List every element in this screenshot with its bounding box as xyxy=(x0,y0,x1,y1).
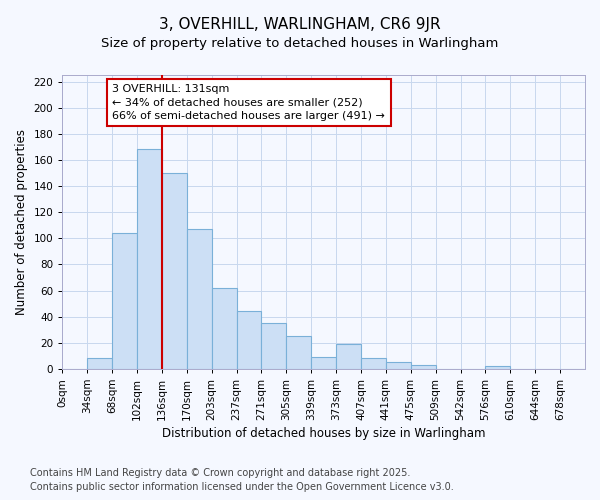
Bar xyxy=(162,173,187,369)
Text: 3, OVERHILL, WARLINGHAM, CR6 9JR: 3, OVERHILL, WARLINGHAM, CR6 9JR xyxy=(159,18,441,32)
X-axis label: Distribution of detached houses by size in Warlingham: Distribution of detached houses by size … xyxy=(162,427,485,440)
Bar xyxy=(411,365,436,369)
Bar xyxy=(361,358,386,369)
Bar xyxy=(386,362,411,369)
Bar xyxy=(187,229,212,369)
Text: 3 OVERHILL: 131sqm
← 34% of detached houses are smaller (252)
66% of semi-detach: 3 OVERHILL: 131sqm ← 34% of detached hou… xyxy=(112,84,385,120)
Bar xyxy=(112,233,137,369)
Bar xyxy=(311,357,336,369)
Bar xyxy=(262,323,286,369)
Text: Contains public sector information licensed under the Open Government Licence v3: Contains public sector information licen… xyxy=(30,482,454,492)
Bar xyxy=(336,344,361,369)
Bar xyxy=(286,336,311,369)
Text: Contains HM Land Registry data © Crown copyright and database right 2025.: Contains HM Land Registry data © Crown c… xyxy=(30,468,410,477)
Bar xyxy=(87,358,112,369)
Bar xyxy=(212,288,236,369)
Y-axis label: Number of detached properties: Number of detached properties xyxy=(15,129,28,315)
Text: Size of property relative to detached houses in Warlingham: Size of property relative to detached ho… xyxy=(101,38,499,51)
Bar xyxy=(137,150,162,369)
Bar xyxy=(236,312,262,369)
Bar xyxy=(485,366,511,369)
